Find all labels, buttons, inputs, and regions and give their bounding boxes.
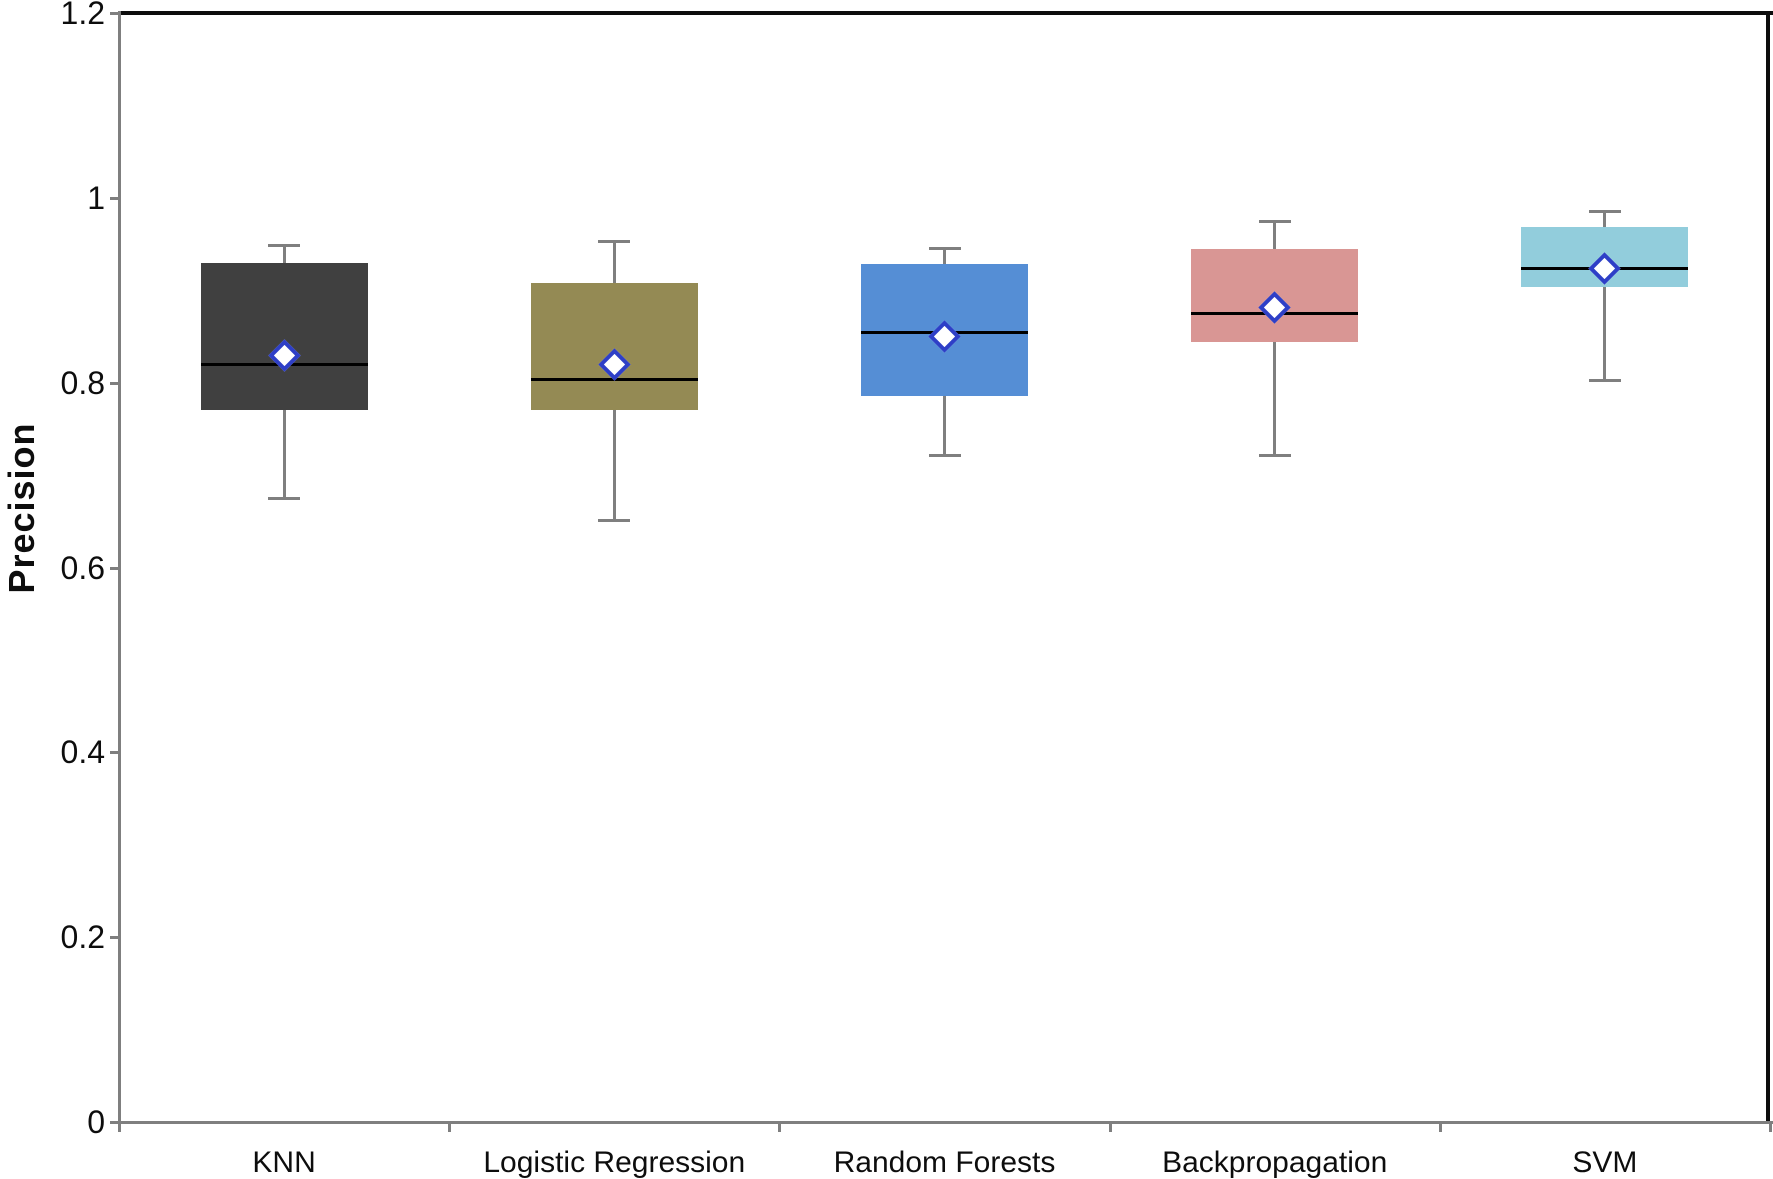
whisker-cap-lower bbox=[1588, 379, 1621, 383]
whisker-cap-lower bbox=[598, 518, 631, 522]
whisker-upper bbox=[943, 248, 946, 265]
y-tick-mark bbox=[110, 196, 119, 200]
whisker-cap-upper bbox=[928, 247, 961, 251]
whisker-cap-upper bbox=[268, 244, 301, 248]
whisker-cap-lower bbox=[268, 496, 301, 500]
whisker-upper bbox=[612, 241, 616, 283]
box-knn bbox=[200, 262, 368, 411]
y-tick-mark bbox=[110, 12, 119, 15]
y-axis-line bbox=[118, 11, 121, 1124]
y-tick-label: 0.2 bbox=[60, 919, 105, 956]
y-tick-mark bbox=[110, 751, 119, 755]
category-label: KNN bbox=[252, 1146, 316, 1179]
x-tick-mark bbox=[778, 1122, 782, 1132]
y-tick-mark bbox=[110, 1121, 119, 1124]
x-tick-mark bbox=[1438, 1122, 1442, 1132]
x-tick-mark bbox=[1108, 1122, 1112, 1132]
whisker-cap-lower bbox=[928, 454, 961, 458]
whisker-lower bbox=[612, 410, 616, 521]
whisker-upper bbox=[1603, 211, 1607, 228]
category-label: Random Forests bbox=[833, 1146, 1056, 1179]
whisker-lower bbox=[1273, 342, 1277, 456]
whisker-cap-upper bbox=[1588, 210, 1621, 214]
y-tick-label: 1 bbox=[87, 179, 105, 216]
x-axis-line bbox=[110, 1121, 1773, 1124]
category-label: Logistic Regression bbox=[483, 1146, 746, 1179]
whisker-cap-upper bbox=[598, 239, 631, 243]
category-label: Backpropagation bbox=[1162, 1146, 1388, 1179]
y-tick-label: 1.2 bbox=[60, 0, 105, 31]
plot-border-top bbox=[119, 11, 1773, 15]
y-tick-mark bbox=[110, 381, 119, 385]
whisker-cap-lower bbox=[1258, 454, 1291, 458]
y-tick-label: 0.4 bbox=[60, 734, 105, 771]
y-tick-label: 0 bbox=[87, 1104, 105, 1140]
y-tick-mark bbox=[110, 936, 119, 940]
y-tick-label: 0.8 bbox=[60, 364, 105, 401]
x-tick-mark bbox=[118, 1122, 121, 1132]
whisker-cap-upper bbox=[1258, 220, 1291, 224]
y-tick-mark bbox=[110, 566, 119, 570]
whisker-lower bbox=[943, 395, 946, 456]
y-tick-label: 0.6 bbox=[60, 549, 105, 586]
x-tick-mark bbox=[1769, 1122, 1772, 1132]
plot-border-right bbox=[1766, 11, 1770, 1124]
whisker-lower bbox=[282, 410, 286, 499]
whisker-upper bbox=[282, 245, 286, 263]
whisker-lower bbox=[1603, 287, 1607, 381]
whisker-upper bbox=[1273, 221, 1277, 249]
category-label: SVM bbox=[1572, 1146, 1638, 1179]
x-tick-mark bbox=[448, 1122, 452, 1132]
box-logistic-regression bbox=[530, 282, 698, 411]
